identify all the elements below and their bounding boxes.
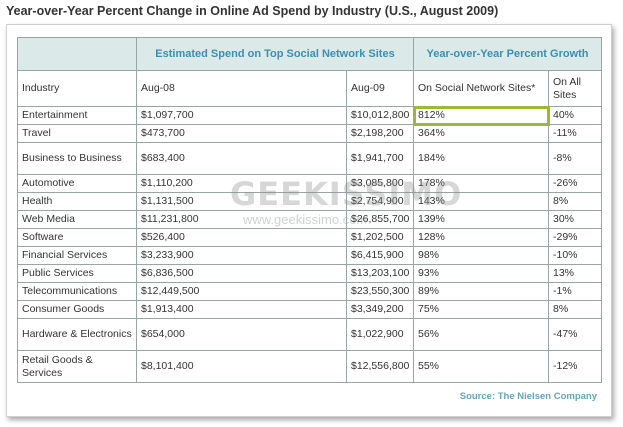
page-title: Year-over-Year Percent Change in Online … (6, 4, 499, 18)
table-row: Retail Goods & Services $8,101,400 $12,556… (17, 350, 603, 383)
table-frame: Estimated Spend on Top Social Network Si… (6, 24, 612, 417)
cell-social: 128% (413, 228, 549, 247)
cell-all: 8% (547, 192, 603, 211)
cell-all: -29% (547, 228, 603, 247)
cell-aug09: $6,415,900 (346, 246, 414, 265)
cell-social: 812% (412, 105, 550, 126)
cell-aug08: $3,233,900 (136, 246, 347, 265)
cell-industry: Software (17, 228, 137, 247)
cell-aug09: $2,198,200 (346, 124, 414, 143)
cell-industry: Travel (17, 124, 137, 143)
cell-social: 364% (413, 124, 549, 143)
column-header-row: Industry Aug-08 Aug-09 On Social Network… (17, 70, 603, 107)
watermark-logo: GEEKISSIMO (230, 175, 463, 213)
cell-industry: Public Services (17, 264, 137, 283)
table-row: Consumer Goods $1,913,400 $3,349,200 75% 8% (17, 300, 603, 319)
table-row: Telecommunications $12,449,500 $23,550,300… (17, 282, 603, 301)
cell-industry: Retail Goods & Services (17, 350, 137, 383)
cell-all: -8% (547, 142, 603, 175)
group-header-spend: Estimated Spend on Top Social Network Si… (136, 37, 414, 71)
cell-industry: Business to Business (17, 142, 137, 175)
cell-aug09: $13,203,100 (346, 264, 414, 283)
header-blank (17, 37, 137, 71)
cell-industry: Entertainment (17, 106, 137, 125)
col-header-all: On All Sites (547, 70, 603, 107)
table-row: Software $526,400 $1,202,500 128% -29% (17, 228, 603, 247)
col-header-social: On Social Network Sites* (413, 70, 549, 107)
cell-industry: Consumer Goods (17, 300, 137, 319)
table-row: Hardware & Electronics $654,000 $1,022,900… (17, 318, 603, 351)
cell-all: -1% (547, 282, 603, 301)
cell-aug09: $1,941,700 (346, 142, 414, 175)
cell-aug09: $2,754,900 (346, 192, 414, 211)
cell-industry: Web Media (17, 210, 137, 229)
cell-industry: Financial Services (17, 246, 137, 265)
cell-social: 55% (413, 350, 549, 383)
cell-aug09: $23,550,300 (346, 282, 414, 301)
cell-industry: Health (17, 192, 137, 211)
table-row: Business to Business $683,400 $1,941,700 18… (17, 142, 603, 175)
cell-industry: Hardware & Electronics (17, 318, 137, 351)
cell-industry: Telecommunications (17, 282, 137, 301)
cell-aug08: $473,700 (136, 124, 347, 143)
cell-aug09: $26,855,700 (346, 210, 414, 229)
cell-all: 8% (547, 300, 603, 319)
cell-industry: Automotive (17, 174, 137, 193)
cell-aug09: $1,022,900 (346, 318, 414, 351)
table-row: Financial Services $3,233,900 $6,415,900 98… (17, 246, 603, 265)
cell-aug08: $8,101,400 (136, 350, 347, 383)
col-header-aug08: Aug-08 (136, 70, 347, 107)
cell-aug08: $12,449,500 (136, 282, 347, 301)
table-row: Entertainment $1,097,700 $10,012,800 812% 40… (17, 105, 603, 126)
cell-all: 13% (547, 264, 603, 283)
table-row: Health $1,131,500 $2,754,900 143% 8% (17, 192, 603, 211)
col-header-industry: Industry (17, 70, 137, 107)
source-note: Source: The Nielsen Company (459, 391, 597, 402)
cell-aug08: $6,836,500 (136, 264, 347, 283)
cell-all: -10% (547, 246, 603, 265)
cell-aug08: $683,400 (136, 142, 347, 175)
group-header-growth: Year-over-Year Percent Growth (412, 37, 603, 71)
cell-social: 184% (413, 142, 549, 175)
cell-all: -12% (547, 350, 603, 383)
ad-spend-table: Estimated Spend on Top Social Network Si… (17, 37, 603, 383)
cell-aug09: $3,349,200 (346, 300, 414, 319)
cell-social: 89% (413, 282, 549, 301)
cell-social: 98% (413, 246, 549, 265)
cell-all: 40% (547, 106, 603, 125)
cell-social: 56% (413, 318, 549, 351)
cell-aug08: $1,913,400 (136, 300, 347, 319)
table-row: Public Services $6,836,500 $13,203,100 93% 1… (17, 264, 603, 283)
cell-aug08: $526,400 (136, 228, 347, 247)
table-row: Travel $473,700 $2,198,200 364% -11% (17, 124, 603, 143)
cell-aug09: $1,202,500 (346, 228, 414, 247)
cell-all: -26% (547, 174, 603, 193)
cell-all: 30% (547, 210, 603, 229)
cell-aug08: $1,097,700 (136, 106, 347, 125)
cell-all: -11% (547, 124, 603, 143)
cell-social: 139% (413, 210, 549, 229)
cell-aug08: $654,000 (136, 318, 347, 351)
col-header-aug09: Aug-09 (346, 70, 414, 107)
table-row: Web Media $11,231,800 $26,855,700 139% 30% (17, 210, 603, 229)
cell-social: 75% (413, 300, 549, 319)
cell-aug09: $10,012,800 (346, 106, 414, 125)
cell-all: -47% (547, 318, 603, 351)
watermark-url: www.geekissimo.com (243, 212, 368, 227)
cell-social: 93% (413, 264, 549, 283)
cell-aug09: $12,556,800 (346, 350, 414, 383)
